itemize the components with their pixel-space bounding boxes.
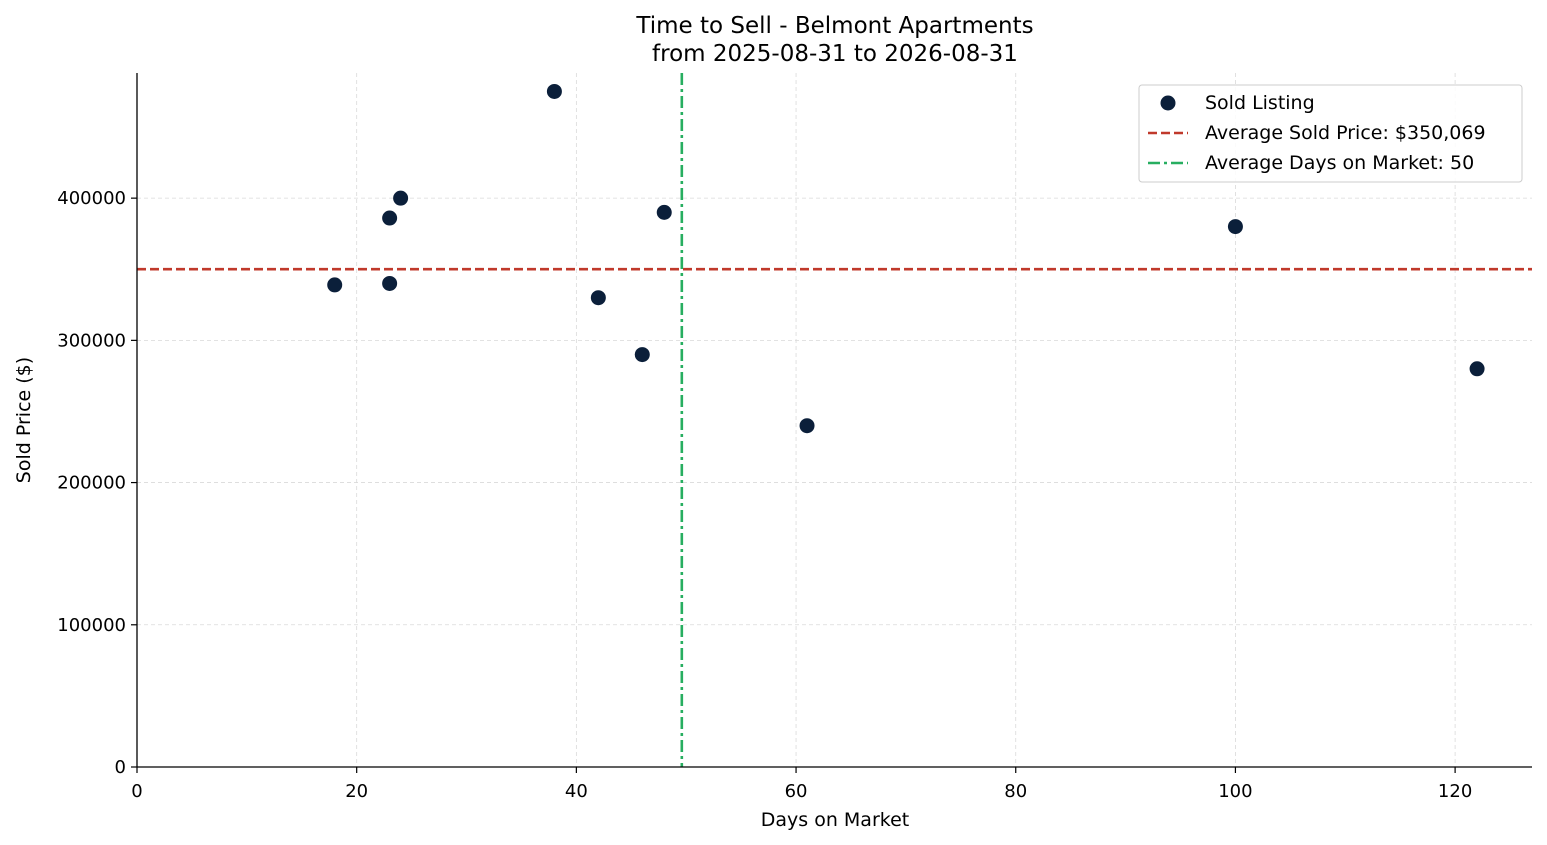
x-tick-label: 20 <box>345 781 368 802</box>
x-axis-label: Days on Market <box>761 809 909 831</box>
y-tick-label: 400000 <box>57 188 126 209</box>
x-tick-label: 60 <box>785 781 808 802</box>
sold-listing-point <box>656 204 672 220</box>
x-tick-label: 120 <box>1438 781 1472 802</box>
x-tick-label: 0 <box>131 781 142 802</box>
sold-listing-point <box>1227 219 1243 235</box>
chart-title: Time to Sell - Belmont Apartments <box>635 13 1033 39</box>
sold-listing-point <box>799 418 815 434</box>
legend-frame <box>1138 84 1523 183</box>
scatter-points <box>327 83 1485 434</box>
sold-listing-point <box>634 347 650 363</box>
sold-listing-point <box>1469 361 1485 377</box>
legend-marker-sold-listing <box>1160 95 1176 111</box>
x-tick-label: 40 <box>565 781 588 802</box>
axes <box>136 73 1532 768</box>
sold-listing-point <box>382 275 398 291</box>
y-axis-label: Sold Price ($) <box>13 357 35 483</box>
y-tick-label: 0 <box>115 757 126 778</box>
x-tick-label: 80 <box>1004 781 1027 802</box>
sold-listing-point <box>546 83 562 99</box>
sold-listing-point <box>382 210 398 226</box>
y-tick-label: 100000 <box>57 615 126 636</box>
legend-label-average-days: Average Days on Market: 50 <box>1205 152 1474 174</box>
x-tick-label: 100 <box>1218 781 1252 802</box>
sold-listing-point <box>393 190 409 206</box>
ticks: 0 20 40 60 80 100 120 0 100000 200000 300000 400000 <box>57 188 1472 802</box>
sold-listing-point <box>327 277 343 293</box>
legend-label-average-price: Average Sold Price: $350,069 <box>1205 122 1486 144</box>
y-tick-label: 300000 <box>57 330 126 351</box>
legend-label-sold-listing: Sold Listing <box>1205 92 1315 114</box>
legend: Sold Listing Average Sold Price: $350,06… <box>1138 84 1523 183</box>
grid <box>137 73 1532 767</box>
sold-listing-point <box>590 290 606 306</box>
chart-subtitle: from 2025-08-31 to 2026-08-31 <box>652 41 1018 67</box>
y-tick-label: 200000 <box>57 473 126 494</box>
reference-lines <box>137 73 1532 767</box>
